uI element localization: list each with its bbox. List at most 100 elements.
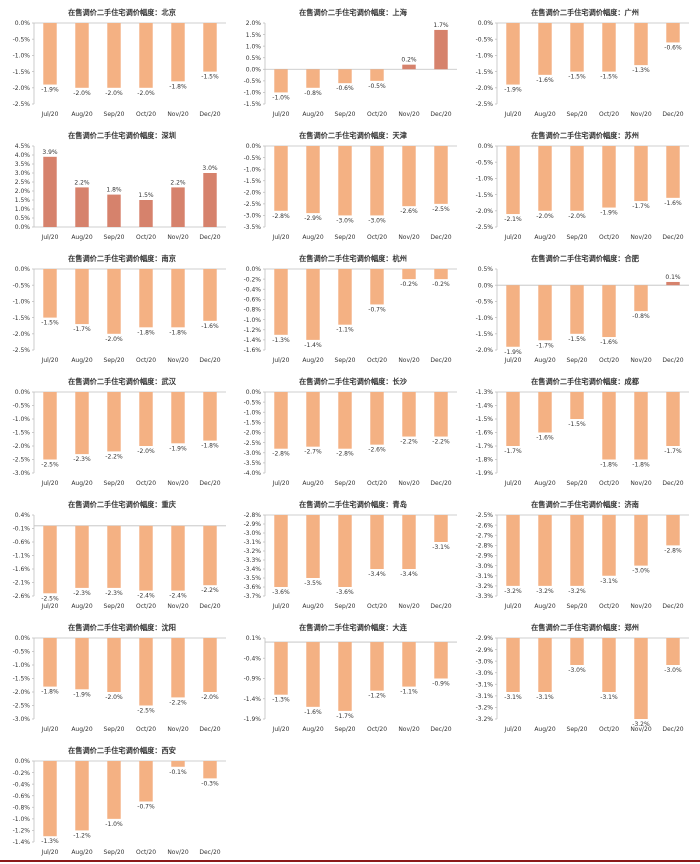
data-label: -3.2% [504,588,522,595]
x-tick-label: Dec/20 [662,603,683,610]
data-label: -1.1% [336,327,354,334]
data-label: -3.1% [600,694,618,701]
data-label: -2.5% [432,206,450,213]
chart-title: 在售调价二手住宅调价幅度：深圳 [68,131,176,140]
bar [171,23,185,82]
y-tick-label: 0.5% [15,215,31,222]
y-tick-label: -3.1% [476,573,494,580]
y-tick-label: 3.5% [15,161,31,168]
x-tick-label: Jul/20 [41,480,59,487]
y-tick-label: -2.5% [13,457,31,464]
x-tick-label: Nov/20 [167,726,189,733]
x-tick-label: Jul/20 [504,111,522,118]
y-tick-label: -1.4% [13,839,31,846]
bar [306,146,320,214]
x-tick-label: Sep/20 [567,357,588,364]
y-tick-label: -3.1% [244,539,262,546]
x-tick-label: Nov/20 [167,111,189,118]
data-label: -1.9% [169,445,187,452]
data-label: -1.9% [504,349,522,356]
y-tick-label: -2.5% [13,101,31,108]
data-label: -1.6% [536,435,554,442]
x-tick-label: Aug/20 [534,234,556,241]
y-tick-label: -1.5% [476,416,494,423]
bar [203,269,217,321]
x-tick-label: Aug/20 [302,726,324,733]
y-tick-label: 0.1% [246,635,262,642]
bar [306,642,320,707]
x-tick-label: Oct/20 [367,111,387,118]
x-tick-label: Dec/20 [199,357,220,364]
bar [43,269,57,318]
x-tick-label: Oct/20 [599,111,619,118]
bar [306,392,320,447]
y-tick-label: -1.6% [244,347,262,354]
bar-chart: 在售调价二手住宅调价幅度：西安 0.0% -0.2% -0.4% -0.6% -0.8% -… [13,746,226,856]
bar [139,23,153,88]
chart-title: 在售调价二手住宅调价幅度：合肥 [531,254,640,263]
bar [75,392,89,455]
bar [338,642,352,711]
y-tick-label: -2.0% [13,689,31,696]
data-label: -1.9% [600,210,618,217]
y-tick-label: 4.5% [15,143,31,150]
data-label: -3.0% [336,217,354,224]
bar [107,194,121,227]
y-tick-label: -1.0% [13,416,31,423]
x-tick-label: Sep/20 [567,603,588,610]
y-tick-label: 0.0% [15,20,31,27]
y-tick-label: -2.8% [476,543,494,550]
data-label: -0.7% [137,804,155,811]
x-tick-label: Jul/20 [41,111,59,118]
bar [43,23,57,85]
data-label: 2.2% [170,179,186,186]
bar [370,269,384,305]
y-tick-label: -3.0% [244,213,262,220]
y-tick-label: -1.0% [476,53,494,60]
data-label: -2.8% [336,451,354,458]
data-label: 1.7% [433,22,449,29]
data-label: -1.5% [201,74,219,81]
data-label: -1.8% [169,83,187,90]
bar-chart: 在售调价二手住宅调价幅度：上海 2.0% 1.5% 1.0% 0.5% 0.0% -0.5%… [244,8,457,118]
y-tick-label: -2.5% [244,440,262,447]
bar [634,23,648,66]
bar-chart: 在售调价二手住宅调价幅度：长沙 0.0% -0.5% -1.0% -1.5% -2.0% -… [244,377,457,487]
x-tick-label: Sep/20 [104,603,125,610]
bar [634,146,648,202]
data-label: -1.7% [504,448,522,455]
bar-chart: 在售调价二手住宅调价幅度：武汉 0.0% -0.5% -1.0% -1.5% -2.0% -… [13,377,226,487]
bar [75,187,89,227]
x-tick-label: Oct/20 [367,726,387,733]
x-tick-label: Sep/20 [567,726,588,733]
bar [139,200,153,227]
data-label: -1.8% [201,443,219,450]
bar [634,392,648,460]
x-tick-label: Nov/20 [167,357,189,364]
y-tick-label: -0.4% [13,781,31,788]
data-label: -2.1% [504,216,522,223]
bar [538,146,552,211]
bar [171,187,185,227]
bar [666,23,680,43]
bar [171,525,185,591]
data-label: -3.6% [336,589,354,596]
x-tick-label: Aug/20 [302,603,324,610]
x-tick-label: Dec/20 [199,849,220,856]
y-tick-label: -3.0% [244,530,262,537]
x-tick-label: Oct/20 [136,849,156,856]
data-label: -0.2% [400,281,418,288]
data-label: -2.0% [73,90,91,97]
bar [506,23,520,85]
y-tick-label: -2.0% [13,443,31,450]
y-tick-label: -1.0% [13,299,31,306]
y-tick-label: -0.8% [244,307,262,314]
data-label: -1.9% [41,87,59,94]
data-label: -3.2% [536,588,554,595]
x-tick-label: Aug/20 [71,726,93,733]
bar [203,23,217,72]
data-label: -3.4% [400,571,418,578]
bar [434,29,448,70]
data-label: -2.6% [400,208,418,215]
bar [171,392,185,444]
